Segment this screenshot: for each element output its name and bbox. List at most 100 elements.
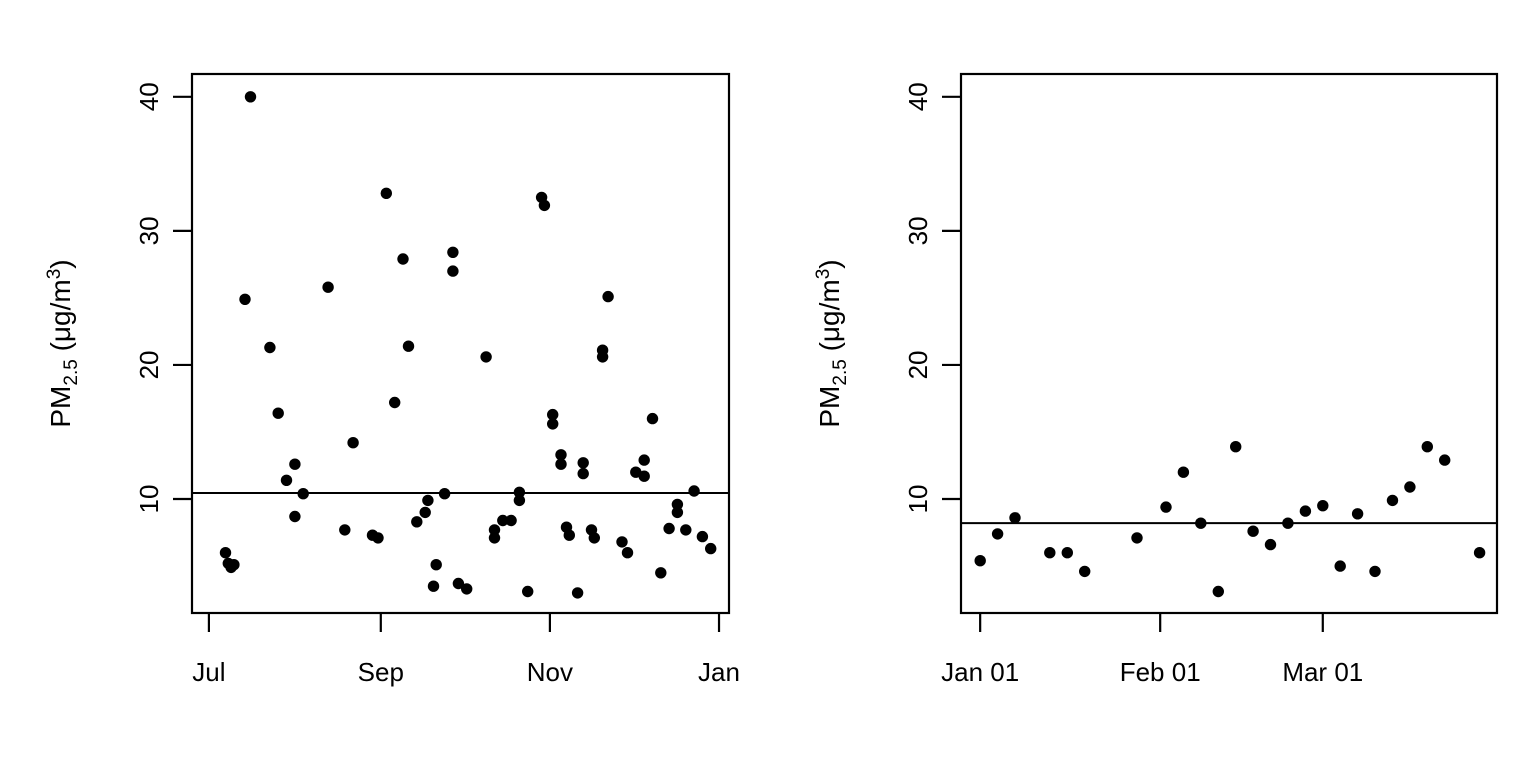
data-point — [1195, 517, 1207, 529]
data-point — [289, 458, 301, 470]
data-point — [272, 407, 284, 419]
data-point — [1317, 500, 1329, 512]
data-point — [538, 199, 551, 212]
data-point — [372, 532, 384, 544]
x-tick-label: Sep — [358, 657, 404, 687]
data-point — [596, 351, 609, 363]
data-point — [563, 529, 575, 541]
x-tick-label: Jan — [698, 657, 740, 687]
data-point — [430, 559, 442, 571]
data-point — [322, 281, 334, 293]
data-point — [339, 524, 351, 536]
data-point — [1369, 565, 1381, 578]
data-point — [1404, 481, 1416, 493]
data-point — [602, 290, 614, 303]
data-point — [411, 516, 423, 528]
x-tick-label: Nov — [527, 657, 573, 687]
data-point — [1386, 494, 1399, 507]
data-point — [522, 585, 534, 598]
data-point — [1299, 505, 1312, 517]
data-point — [577, 457, 589, 469]
data-point — [1212, 585, 1225, 598]
data-point — [1264, 538, 1277, 551]
data-point — [513, 486, 526, 498]
data-point — [219, 547, 232, 559]
data-point — [571, 587, 584, 599]
data-point — [447, 246, 459, 258]
data-point — [289, 510, 301, 523]
data-point — [616, 536, 628, 548]
data-point — [1247, 525, 1259, 537]
data-point — [1009, 512, 1021, 524]
data-point — [422, 494, 434, 507]
data-point — [480, 351, 492, 363]
data-point — [547, 408, 559, 421]
data-point — [347, 437, 359, 449]
x-tick-label: Feb 01 — [1120, 657, 1201, 687]
data-point — [402, 340, 415, 352]
data-point — [244, 91, 257, 103]
data-point — [974, 555, 986, 567]
data-point — [488, 532, 501, 544]
data-point — [419, 506, 431, 519]
data-point — [1177, 466, 1190, 478]
data-point — [705, 542, 717, 555]
data-point — [696, 530, 709, 543]
data-point — [389, 396, 401, 409]
data-point — [488, 524, 501, 536]
data-point — [497, 514, 509, 527]
data-point — [655, 567, 667, 579]
data-point — [638, 454, 650, 466]
data-point — [264, 341, 276, 354]
y-tick-label: 40 — [134, 82, 164, 111]
x-tick-label: Mar 01 — [1282, 657, 1363, 687]
data-point — [397, 253, 409, 265]
data-point — [1160, 501, 1172, 513]
data-point — [1230, 441, 1242, 453]
data-point — [461, 583, 473, 595]
data-point — [663, 522, 675, 535]
data-point — [555, 458, 567, 470]
data-point — [438, 488, 451, 500]
data-point — [505, 514, 517, 527]
y-axis-label: PM2.5 (μg/m3) — [44, 259, 82, 427]
data-point — [588, 532, 600, 544]
y-tick-label: 10 — [903, 485, 933, 514]
y-tick-label: 10 — [134, 485, 164, 514]
y-tick-label: 40 — [903, 82, 933, 111]
data-point — [547, 418, 559, 430]
data-point — [427, 580, 440, 592]
panel-left: Jul Sep Nov Jan 10 20 30 40 PM2.5 (μg/m3) — [44, 72, 740, 687]
data-point — [1351, 508, 1364, 520]
data-point — [447, 265, 459, 277]
data-point — [1131, 532, 1143, 544]
x-tick-label: Jan 01 — [941, 657, 1019, 687]
data-point — [297, 488, 309, 500]
y-axis-label: PM2.5 (μg/m3) — [813, 259, 851, 427]
data-point — [239, 293, 251, 305]
data-point — [280, 474, 293, 486]
panel-right: Jan 01 Feb 01 Mar 01 10 20 30 40 PM2.5 (μg/m3) — [813, 72, 1499, 687]
data-point — [1334, 560, 1346, 572]
data-point — [1439, 454, 1451, 466]
data-point — [688, 485, 700, 497]
y-tick-label: 20 — [134, 350, 164, 379]
data-point — [1044, 547, 1056, 559]
data-point — [621, 547, 634, 559]
data-point — [1079, 565, 1091, 578]
data-point — [671, 498, 684, 511]
data-point — [380, 187, 392, 199]
data-point — [513, 494, 526, 507]
data-point — [1473, 547, 1486, 559]
plot-box — [959, 72, 1499, 615]
data-point — [671, 506, 684, 519]
data-point — [1282, 517, 1294, 529]
y-tick-label: 30 — [903, 216, 933, 245]
data-point — [991, 528, 1004, 540]
data-point — [452, 577, 465, 590]
data-point — [577, 467, 589, 480]
data-point — [646, 412, 659, 425]
plot-box — [190, 72, 731, 615]
